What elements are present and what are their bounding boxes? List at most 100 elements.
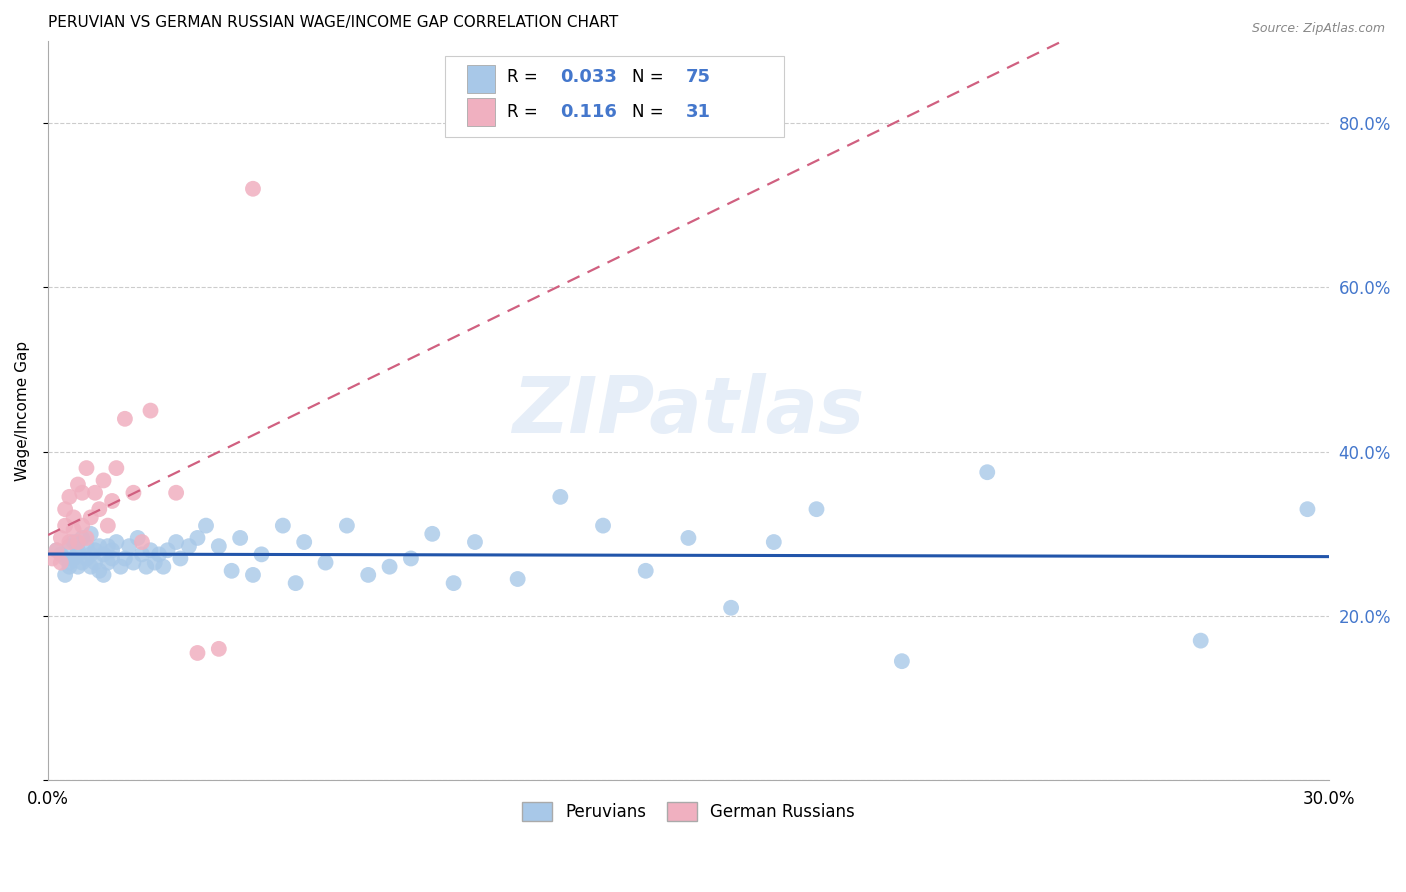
Point [97, 539, 120, 553]
Point [592, 518, 614, 533]
Point [89, 539, 111, 553]
Point [58, 559, 80, 574]
Point [221, 564, 243, 578]
Point [135, 559, 157, 574]
Point [45, 543, 67, 558]
Point [131, 535, 153, 549]
FancyBboxPatch shape [467, 98, 495, 126]
Point [76, 461, 98, 475]
Point [66, 477, 89, 491]
Point [336, 518, 359, 533]
Point [506, 572, 529, 586]
Point [105, 535, 128, 549]
Point [271, 518, 294, 533]
Point [284, 576, 307, 591]
Text: Source: ZipAtlas.com: Source: ZipAtlas.com [1251, 22, 1385, 36]
Y-axis label: Wage/Income Gap: Wage/Income Gap [15, 341, 30, 481]
Point [62, 535, 84, 549]
Text: N =: N = [633, 103, 669, 121]
Point [105, 461, 128, 475]
Point [76, 531, 98, 545]
Point [186, 531, 208, 545]
Point [80, 559, 103, 574]
Text: 31: 31 [686, 103, 711, 121]
Text: R =: R = [506, 68, 543, 87]
FancyBboxPatch shape [467, 64, 495, 93]
Point [890, 654, 912, 668]
Point [58, 539, 80, 553]
Point [464, 535, 486, 549]
Point [762, 535, 785, 549]
Point [678, 531, 700, 545]
Point [720, 600, 742, 615]
Point [66, 547, 89, 561]
Point [357, 568, 380, 582]
Point [80, 526, 103, 541]
Point [378, 559, 401, 574]
Point [70, 531, 93, 545]
Point [122, 485, 145, 500]
Text: ZIPatlas: ZIPatlas [512, 373, 865, 449]
Point [89, 564, 111, 578]
Point [80, 510, 103, 524]
Point [97, 518, 120, 533]
Point [156, 543, 179, 558]
Point [49, 556, 72, 570]
Point [169, 551, 191, 566]
Point [139, 543, 162, 558]
Point [49, 547, 72, 561]
Point [80, 547, 103, 561]
Point [443, 576, 465, 591]
Point [97, 556, 120, 570]
Point [208, 641, 231, 656]
Point [76, 551, 98, 566]
Point [45, 543, 67, 558]
Point [66, 559, 89, 574]
Point [143, 556, 166, 570]
Point [315, 556, 337, 570]
Point [242, 568, 264, 582]
Point [420, 526, 443, 541]
Point [53, 518, 76, 533]
Point [66, 543, 89, 558]
Point [139, 403, 162, 417]
Point [114, 551, 136, 566]
Point [53, 502, 76, 516]
Point [177, 539, 200, 553]
Point [93, 568, 115, 582]
Point [110, 559, 132, 574]
Point [62, 523, 84, 537]
Point [976, 465, 998, 479]
Point [229, 531, 252, 545]
Point [84, 543, 107, 558]
Text: 75: 75 [686, 68, 711, 87]
Point [84, 556, 107, 570]
Point [76, 539, 98, 553]
Point [93, 547, 115, 561]
Point [131, 547, 153, 561]
Point [165, 535, 187, 549]
Point [58, 556, 80, 570]
Point [58, 490, 80, 504]
Point [70, 518, 93, 533]
Text: 0.116: 0.116 [561, 103, 617, 121]
Point [89, 502, 111, 516]
Text: R =: R = [506, 103, 548, 121]
Point [41, 551, 63, 566]
Point [70, 556, 93, 570]
Point [550, 490, 572, 504]
Legend: Peruvians, German Russians: Peruvians, German Russians [516, 795, 862, 828]
Point [148, 547, 170, 561]
Point [165, 485, 187, 500]
Point [122, 556, 145, 570]
Text: PERUVIAN VS GERMAN RUSSIAN WAGE/INCOME GAP CORRELATION CHART: PERUVIAN VS GERMAN RUSSIAN WAGE/INCOME G… [48, 15, 619, 30]
Point [62, 510, 84, 524]
Point [1189, 633, 1212, 648]
Point [152, 559, 174, 574]
Point [49, 531, 72, 545]
Point [118, 539, 141, 553]
Point [250, 547, 273, 561]
Point [208, 539, 231, 553]
Point [399, 551, 422, 566]
Text: N =: N = [633, 68, 669, 87]
